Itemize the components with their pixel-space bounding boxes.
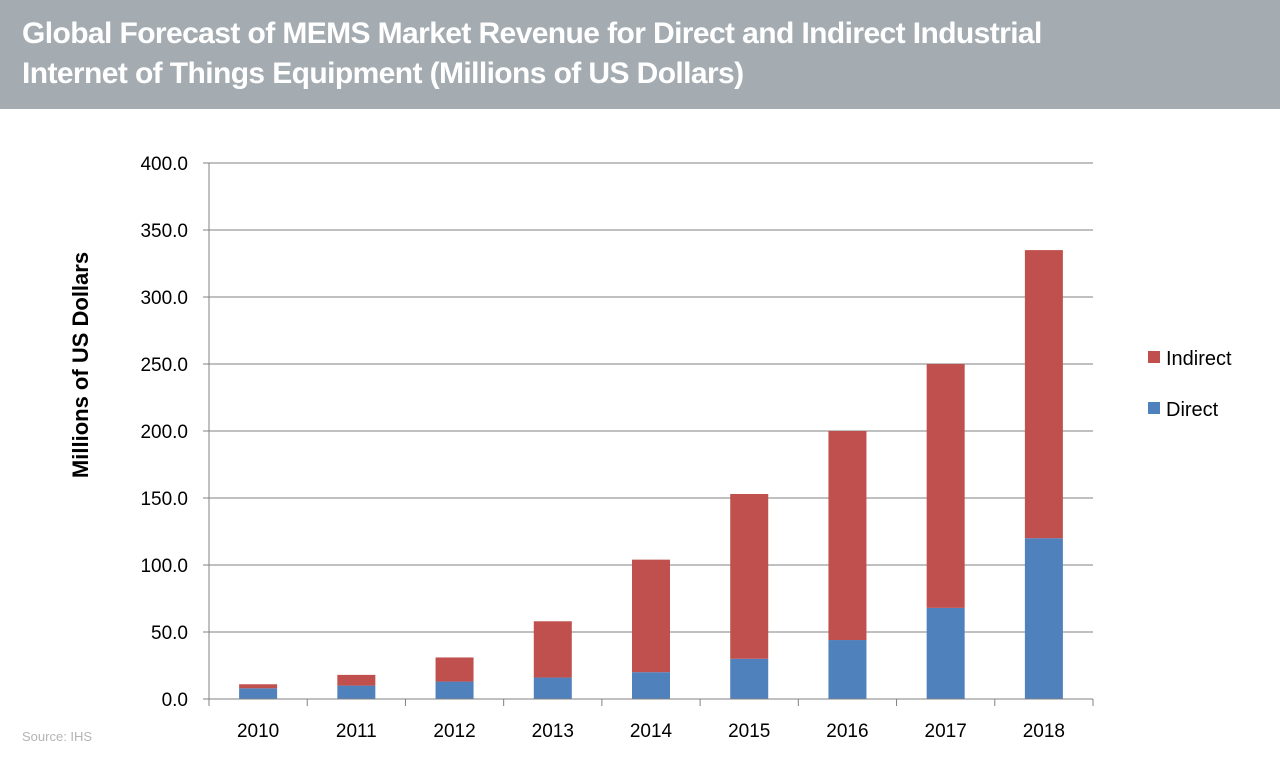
bar-indirect-2016 [828, 431, 867, 641]
axes: 0.0 50.0 100.0 150.0 200.0 250.0 300.0 350.0 400… [140, 154, 1094, 742]
y-tick-label: 150.0 [140, 489, 188, 510]
bar-indirect-2014 [632, 559, 670, 673]
y-tick-label: 400.0 [140, 154, 188, 175]
x-tick-label: 2016 [826, 721, 868, 742]
x-tick-label: 2010 [237, 721, 279, 742]
bar-indirect-2012 [435, 657, 474, 682]
bar-indirect-2010 [239, 684, 278, 689]
legend-label-indirect: Indirect [1166, 348, 1232, 370]
y-tick-label: 300.0 [140, 288, 188, 309]
x-tick-label: 2014 [630, 721, 673, 742]
x-tick-label: 2011 [336, 721, 377, 742]
bar-indirect-2018 [1024, 250, 1063, 539]
title-banner: Global Forecast of MEMS Market Revenue f… [0, 0, 1280, 109]
bar-direct-2016 [828, 640, 867, 699]
y-tick-label: 0.0 [162, 690, 188, 711]
source-note: Source: IHS [22, 729, 93, 744]
bar-direct-2014 [632, 672, 670, 699]
y-tick-label: 100.0 [140, 556, 188, 577]
y-axis-label: Millions of US Dollars [68, 252, 93, 478]
bar-direct-2017 [926, 607, 965, 699]
bar-direct-2018 [1024, 538, 1063, 699]
legend-swatch-direct [1148, 402, 1160, 414]
legend: Indirect Direct [1148, 348, 1232, 421]
bar-direct-2011 [337, 685, 376, 699]
x-tick-label: 2013 [532, 721, 574, 742]
bars [239, 250, 1063, 699]
bar-direct-2010 [239, 688, 278, 699]
bar-direct-2012 [435, 681, 474, 699]
x-tick-label: 2015 [728, 721, 770, 742]
chart-title-line-1: Global Forecast of MEMS Market Revenue f… [22, 17, 1042, 50]
x-tick-label: 2018 [1023, 721, 1065, 742]
x-tick-label: 2017 [925, 721, 967, 742]
legend-swatch-indirect [1148, 351, 1160, 363]
bar-indirect-2013 [533, 621, 572, 678]
chart-title: Global Forecast of MEMS Market Revenue f… [22, 14, 1252, 94]
y-tick-label: 350.0 [140, 221, 188, 242]
x-tick-label: 2012 [433, 721, 475, 742]
y-tick-label: 200.0 [140, 422, 188, 443]
y-tick-label: 50.0 [151, 623, 188, 644]
bar-direct-2015 [730, 658, 769, 699]
legend-label-direct: Direct [1166, 399, 1219, 421]
y-tick-label: 250.0 [140, 355, 188, 376]
bar-direct-2013 [533, 677, 572, 699]
bar-indirect-2015 [730, 493, 769, 659]
bar-indirect-2017 [926, 364, 965, 608]
chart-title-line-2: Internet of Things Equipment (Millions o… [22, 57, 744, 90]
bar-indirect-2011 [337, 674, 376, 686]
